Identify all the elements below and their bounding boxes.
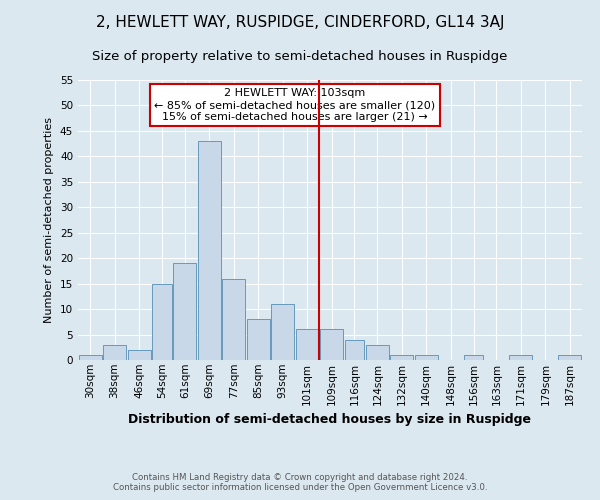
Bar (247, 320, 269, 360)
Bar (559, 355, 581, 360)
Bar (415, 355, 437, 360)
Bar (344, 340, 364, 360)
Y-axis label: Number of semi-detached properties: Number of semi-detached properties (44, 117, 55, 323)
Bar (509, 355, 532, 360)
Bar (464, 355, 484, 360)
Bar (271, 304, 294, 360)
Bar (366, 344, 389, 360)
Bar (103, 344, 126, 360)
Text: 2 HEWLETT WAY: 103sqm
← 85% of semi-detached houses are smaller (120)
15% of sem: 2 HEWLETT WAY: 103sqm ← 85% of semi-deta… (154, 88, 435, 122)
Bar (198, 141, 221, 360)
Text: 2, HEWLETT WAY, RUSPIDGE, CINDERFORD, GL14 3AJ: 2, HEWLETT WAY, RUSPIDGE, CINDERFORD, GL… (96, 15, 504, 30)
Bar (128, 350, 151, 360)
Bar (320, 330, 343, 360)
Bar (391, 355, 413, 360)
Bar (79, 355, 101, 360)
Bar (296, 330, 319, 360)
X-axis label: Distribution of semi-detached houses by size in Ruspidge: Distribution of semi-detached houses by … (128, 413, 532, 426)
Bar (173, 264, 196, 360)
Bar (152, 284, 172, 360)
Text: Contains HM Land Registry data © Crown copyright and database right 2024.
Contai: Contains HM Land Registry data © Crown c… (113, 473, 487, 492)
Text: Size of property relative to semi-detached houses in Ruspidge: Size of property relative to semi-detach… (92, 50, 508, 63)
Bar (223, 278, 245, 360)
